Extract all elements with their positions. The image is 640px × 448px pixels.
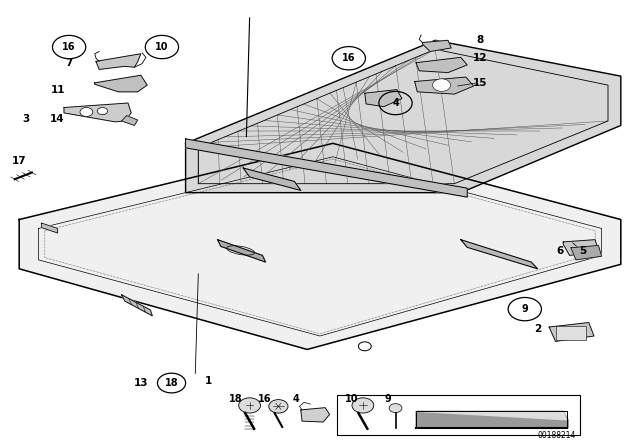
Polygon shape	[416, 57, 467, 73]
Circle shape	[389, 404, 402, 413]
Text: 9: 9	[522, 304, 528, 314]
Polygon shape	[186, 139, 467, 197]
Circle shape	[358, 342, 371, 351]
Circle shape	[239, 398, 260, 413]
Circle shape	[433, 79, 451, 91]
Bar	[556, 326, 586, 340]
Text: 5: 5	[579, 246, 586, 256]
Circle shape	[97, 108, 108, 115]
Polygon shape	[365, 90, 402, 107]
Text: 17: 17	[12, 156, 26, 166]
Polygon shape	[571, 246, 602, 260]
Circle shape	[80, 108, 93, 116]
Text: 3: 3	[22, 114, 29, 124]
Circle shape	[352, 398, 374, 413]
Polygon shape	[415, 77, 474, 94]
Text: 14: 14	[51, 114, 65, 124]
Polygon shape	[19, 143, 621, 349]
Polygon shape	[122, 116, 138, 125]
Text: 18: 18	[164, 378, 179, 388]
Text: 2: 2	[534, 324, 541, 334]
Polygon shape	[422, 40, 451, 52]
Text: 1: 1	[204, 376, 212, 386]
Text: 11: 11	[51, 85, 65, 95]
Text: 13: 13	[134, 378, 148, 388]
Polygon shape	[416, 411, 566, 420]
Polygon shape	[563, 240, 598, 255]
Text: 8: 8	[476, 35, 484, 45]
Text: 16: 16	[342, 53, 356, 63]
Text: 7: 7	[65, 58, 73, 68]
Circle shape	[269, 400, 288, 413]
Bar	[337, 395, 580, 435]
Polygon shape	[301, 408, 330, 422]
Polygon shape	[64, 103, 131, 122]
Text: 16: 16	[257, 394, 271, 404]
Text: 10: 10	[345, 394, 359, 404]
Text: 4: 4	[293, 394, 300, 404]
Polygon shape	[42, 223, 58, 233]
Polygon shape	[95, 75, 147, 92]
Text: 4: 4	[392, 98, 399, 108]
Text: 9: 9	[385, 394, 391, 404]
Text: 12: 12	[473, 53, 487, 63]
Text: 10: 10	[155, 42, 169, 52]
Polygon shape	[461, 240, 538, 269]
Text: 18: 18	[228, 394, 243, 404]
Text: 15: 15	[473, 78, 487, 88]
Polygon shape	[96, 54, 141, 69]
Polygon shape	[122, 295, 152, 316]
Polygon shape	[243, 168, 301, 190]
Text: 6: 6	[556, 246, 564, 256]
Polygon shape	[416, 411, 568, 427]
Text: 00188214: 00188214	[538, 431, 576, 440]
Text: 16: 16	[62, 42, 76, 52]
Polygon shape	[218, 240, 266, 262]
Polygon shape	[549, 323, 594, 341]
Polygon shape	[186, 40, 621, 193]
